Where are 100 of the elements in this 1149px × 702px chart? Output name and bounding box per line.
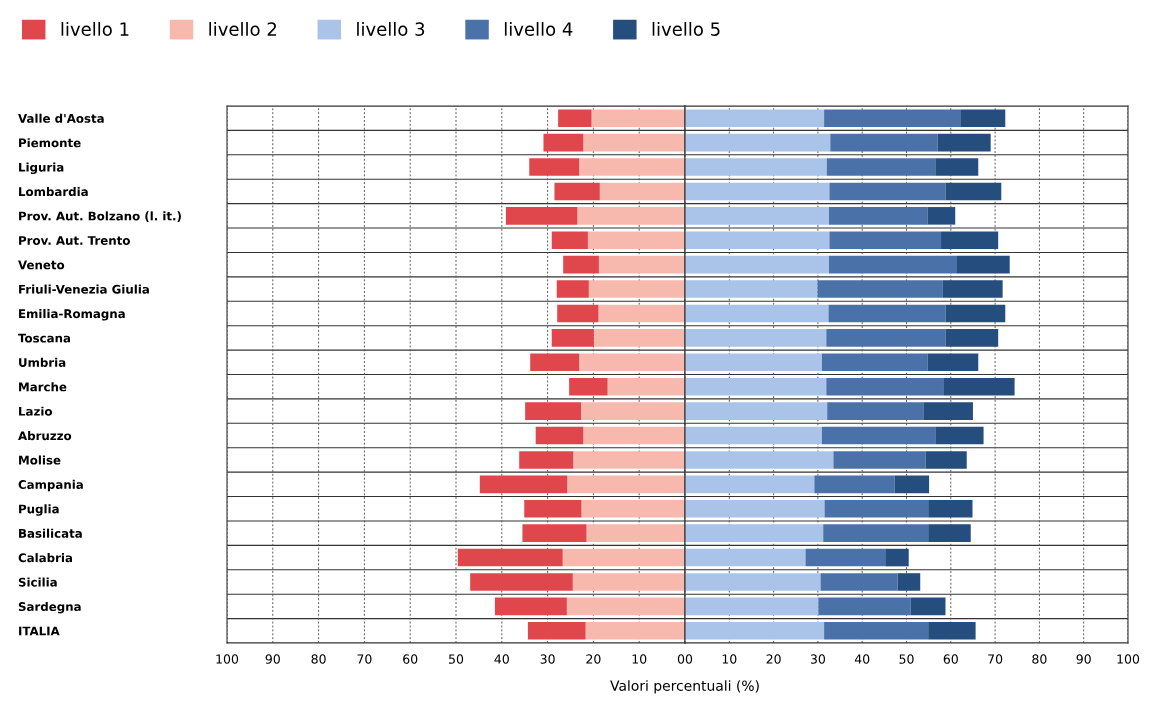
x-tick-label: 40 xyxy=(854,654,870,664)
x-tick-label: 90 xyxy=(265,654,280,664)
x-tick-label: 10 xyxy=(632,654,647,664)
bar xyxy=(551,231,588,250)
x-tick-label: 90 xyxy=(1076,654,1091,664)
bar xyxy=(885,548,909,567)
bar xyxy=(821,353,928,372)
y-tick-label: Prov. Aut. Bolzano (l. it.) xyxy=(19,211,181,222)
y-tick-label: Toscana xyxy=(18,333,71,343)
bar xyxy=(928,524,971,542)
bar xyxy=(829,231,942,250)
bar xyxy=(943,377,1015,396)
bar xyxy=(824,622,929,640)
x-tick-label: 0 xyxy=(677,654,685,664)
bar xyxy=(558,109,592,127)
bar xyxy=(910,597,946,616)
bar xyxy=(818,597,911,616)
x-tick-label: 60 xyxy=(943,654,958,664)
x-tick-label: 70 xyxy=(357,654,372,664)
bar xyxy=(824,109,961,127)
y-tick-label: Piemonte xyxy=(19,138,81,148)
bar xyxy=(828,304,946,323)
bar xyxy=(823,524,929,542)
y-tick-label: Puglia xyxy=(19,504,59,516)
bar xyxy=(817,280,943,298)
bar xyxy=(827,402,924,420)
bar xyxy=(897,573,921,591)
x-tick-label: 50 xyxy=(899,654,914,664)
bar xyxy=(554,182,600,201)
bar xyxy=(826,158,936,176)
x-tick-label: 100 xyxy=(216,654,239,664)
x-tick-label: 60 xyxy=(403,654,418,664)
bar xyxy=(942,280,1003,298)
bar xyxy=(569,377,608,396)
x-tick-label: 50 xyxy=(449,654,464,664)
y-tick-label: Friuli-Venezia Giulia xyxy=(19,284,149,294)
x-tick-label: 0 xyxy=(685,654,693,664)
y-tick-label: Valle d'Aosta xyxy=(18,113,104,123)
legend-label: livello 4 xyxy=(504,21,573,36)
x-tick-label: 20 xyxy=(766,654,781,664)
y-tick-label: Basilicata xyxy=(19,528,82,538)
y-tick-label: Sardegna xyxy=(18,601,81,614)
bar xyxy=(957,255,1010,274)
y-tick-label: Umbria xyxy=(19,357,66,367)
bar xyxy=(923,402,973,420)
bar xyxy=(557,304,599,323)
x-tick-label: 80 xyxy=(1032,654,1047,664)
bar xyxy=(820,573,898,591)
x-tick-label: 100 xyxy=(1117,654,1140,664)
y-tick-label: Lombardia xyxy=(19,186,88,197)
x-tick-label: 40 xyxy=(494,654,509,664)
y-tick-label: ITALIA xyxy=(19,626,60,636)
y-tick-label: Abruzzo xyxy=(18,431,72,441)
x-tick-label: 80 xyxy=(311,654,326,664)
bar xyxy=(551,329,594,347)
bar xyxy=(556,280,589,298)
bar xyxy=(928,499,973,518)
x-tick-label: 70 xyxy=(988,654,1003,664)
y-tick-label: Calabria xyxy=(18,553,72,563)
y-tick-label: Marche xyxy=(19,382,67,392)
y-tick-label: Liguria xyxy=(19,162,64,175)
bar xyxy=(935,426,984,445)
y-tick-label: Lazio xyxy=(19,406,53,416)
bar xyxy=(535,426,584,445)
x-tick-label: 30 xyxy=(810,654,826,664)
bar xyxy=(826,377,944,396)
bar xyxy=(821,426,936,445)
bar xyxy=(830,133,938,152)
bar xyxy=(937,133,991,152)
x-tick-label: 10 xyxy=(722,654,737,664)
y-tick-label: Emilia-Romagna xyxy=(19,308,125,321)
bar xyxy=(828,207,928,225)
x-tick-label: 20 xyxy=(586,654,601,664)
bar xyxy=(833,451,926,469)
bar xyxy=(945,304,1006,323)
bar xyxy=(522,524,587,542)
y-tick-label: Veneto xyxy=(18,260,65,270)
y-tick-label: Campania xyxy=(18,479,83,492)
bar xyxy=(505,207,578,225)
bar xyxy=(524,499,582,518)
y-tick-label: Prov. Aut. Trento xyxy=(19,236,130,245)
bar xyxy=(941,231,999,250)
legend-label: livello 3 xyxy=(357,21,425,36)
bar xyxy=(530,353,580,372)
bar xyxy=(935,158,979,176)
legend-label: livello 2 xyxy=(209,21,277,36)
bar xyxy=(529,158,580,176)
bar xyxy=(814,475,895,494)
bar xyxy=(525,402,582,420)
bar xyxy=(826,329,946,347)
bar xyxy=(945,182,1002,201)
x-axis-title: Valori percentuali (%) xyxy=(610,680,759,694)
bar xyxy=(927,207,956,225)
bar xyxy=(457,548,563,567)
bar xyxy=(519,451,574,469)
x-tick-label: 30 xyxy=(540,654,555,664)
bar xyxy=(527,622,586,640)
bar xyxy=(824,499,929,518)
legend-label: livello 1 xyxy=(61,21,129,36)
bar xyxy=(805,548,886,567)
